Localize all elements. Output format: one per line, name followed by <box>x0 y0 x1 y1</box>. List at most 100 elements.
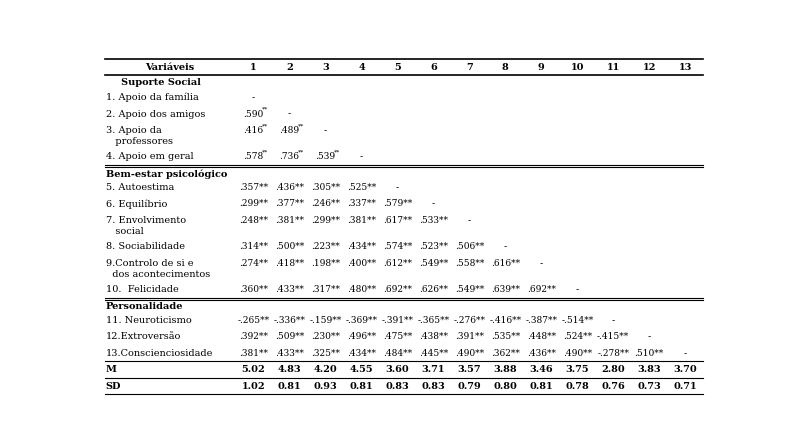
Text: -: - <box>504 242 507 251</box>
Text: .490**: .490** <box>455 349 484 358</box>
Text: -.159**: -.159** <box>310 316 342 325</box>
Text: .248**: .248** <box>239 216 268 225</box>
Text: .246**: .246** <box>311 199 340 208</box>
Text: .357**: .357** <box>239 183 268 192</box>
Text: .434**: .434** <box>347 242 376 251</box>
Text: -: - <box>288 110 292 118</box>
Text: 1.02: 1.02 <box>242 382 266 391</box>
Text: -.514**: -.514** <box>561 316 593 325</box>
Text: .381**: .381** <box>239 349 268 358</box>
Text: .626**: .626** <box>419 285 448 294</box>
Text: professores: professores <box>106 137 173 146</box>
Text: 3.70: 3.70 <box>673 365 697 374</box>
Text: 2: 2 <box>286 63 293 72</box>
Text: -.415**: -.415** <box>597 332 630 341</box>
Text: .523**: .523** <box>419 242 448 251</box>
Text: **: ** <box>262 150 269 155</box>
Text: .436**: .436** <box>527 349 556 358</box>
Text: 7. Envolvimento: 7. Envolvimento <box>106 216 186 225</box>
Text: .489: .489 <box>280 126 299 135</box>
Text: .362**: .362** <box>491 349 520 358</box>
Text: 0.76: 0.76 <box>601 382 625 391</box>
Text: 6. Equilíbrio: 6. Equilíbrio <box>106 199 167 209</box>
Text: .392**: .392** <box>240 332 268 341</box>
Text: .274**: .274** <box>239 259 268 268</box>
Text: .434**: .434** <box>347 349 376 358</box>
Text: .230**: .230** <box>311 332 340 341</box>
Text: 1. Apoio da família: 1. Apoio da família <box>106 93 199 102</box>
Text: Bem-estar psicológico: Bem-estar psicológico <box>106 169 227 179</box>
Text: -.369**: -.369** <box>345 316 377 325</box>
Text: .438**: .438** <box>419 332 448 341</box>
Text: .381**: .381** <box>347 216 376 225</box>
Text: -.278**: -.278** <box>597 349 629 358</box>
Text: .579**: .579** <box>383 199 412 208</box>
Text: dos acontecimentos: dos acontecimentos <box>106 270 210 278</box>
Text: .299**: .299** <box>239 199 268 208</box>
Text: **: ** <box>298 124 304 129</box>
Text: **: ** <box>298 150 304 155</box>
Text: M: M <box>106 365 117 374</box>
Text: -: - <box>683 349 686 358</box>
Text: .590: .590 <box>243 110 264 118</box>
Text: .639**: .639** <box>491 285 520 294</box>
Text: .496**: .496** <box>347 332 376 341</box>
Text: 5: 5 <box>394 63 401 72</box>
Text: 7: 7 <box>466 63 473 72</box>
Text: .736: .736 <box>280 152 299 161</box>
Text: 0.81: 0.81 <box>277 382 301 391</box>
Text: -: - <box>432 199 435 208</box>
Text: **: ** <box>262 107 269 112</box>
Text: 0.83: 0.83 <box>422 382 445 391</box>
Text: .616**: .616** <box>491 259 520 268</box>
Text: 1: 1 <box>251 63 257 72</box>
Text: 12: 12 <box>642 63 656 72</box>
Text: .223**: .223** <box>311 242 340 251</box>
Text: 3.75: 3.75 <box>566 365 589 374</box>
Text: .418**: .418** <box>275 259 304 268</box>
Text: .325**: .325** <box>311 349 340 358</box>
Text: 9.Controlo de si e: 9.Controlo de si e <box>106 259 193 268</box>
Text: -: - <box>396 183 399 192</box>
Text: .317**: .317** <box>311 285 340 294</box>
Text: -: - <box>324 126 327 135</box>
Text: .360**: .360** <box>239 285 268 294</box>
Text: -: - <box>468 216 471 225</box>
Text: .400**: .400** <box>347 259 376 268</box>
Text: 6: 6 <box>430 63 437 72</box>
Text: 5.02: 5.02 <box>242 365 266 374</box>
Text: .433**: .433** <box>275 349 304 358</box>
Text: social: social <box>106 227 143 236</box>
Text: -: - <box>540 259 543 268</box>
Text: .433**: .433** <box>275 285 304 294</box>
Text: .525**: .525** <box>347 183 376 192</box>
Text: 0.73: 0.73 <box>637 382 661 391</box>
Text: 3.83: 3.83 <box>637 365 661 374</box>
Text: -: - <box>575 285 579 294</box>
Text: .612**: .612** <box>383 259 412 268</box>
Text: .337**: .337** <box>347 199 376 208</box>
Text: 13.Conscienciosidade: 13.Conscienciosidade <box>106 349 214 358</box>
Text: .436**: .436** <box>275 183 304 192</box>
Text: .391**: .391** <box>455 332 484 341</box>
Text: .539: .539 <box>315 152 336 161</box>
Text: 4.55: 4.55 <box>350 365 374 374</box>
Text: .549**: .549** <box>418 259 448 268</box>
Text: 0.81: 0.81 <box>350 382 374 391</box>
Text: 4: 4 <box>358 63 365 72</box>
Text: -.265**: -.265** <box>237 316 269 325</box>
Text: 0.81: 0.81 <box>530 382 553 391</box>
Text: 8. Sociabilidade: 8. Sociabilidade <box>106 242 185 251</box>
Text: **: ** <box>262 124 269 129</box>
Text: .484**: .484** <box>383 349 412 358</box>
Text: .524**: .524** <box>563 332 592 341</box>
Text: -.336**: -.336** <box>273 316 306 325</box>
Text: .535**: .535** <box>491 332 520 341</box>
Text: -: - <box>360 152 363 161</box>
Text: 0.93: 0.93 <box>314 382 337 391</box>
Text: 0.79: 0.79 <box>458 382 481 391</box>
Text: .490**: .490** <box>563 349 592 358</box>
Text: 3.57: 3.57 <box>458 365 481 374</box>
Text: .299**: .299** <box>311 216 340 225</box>
Text: 10: 10 <box>571 63 584 72</box>
